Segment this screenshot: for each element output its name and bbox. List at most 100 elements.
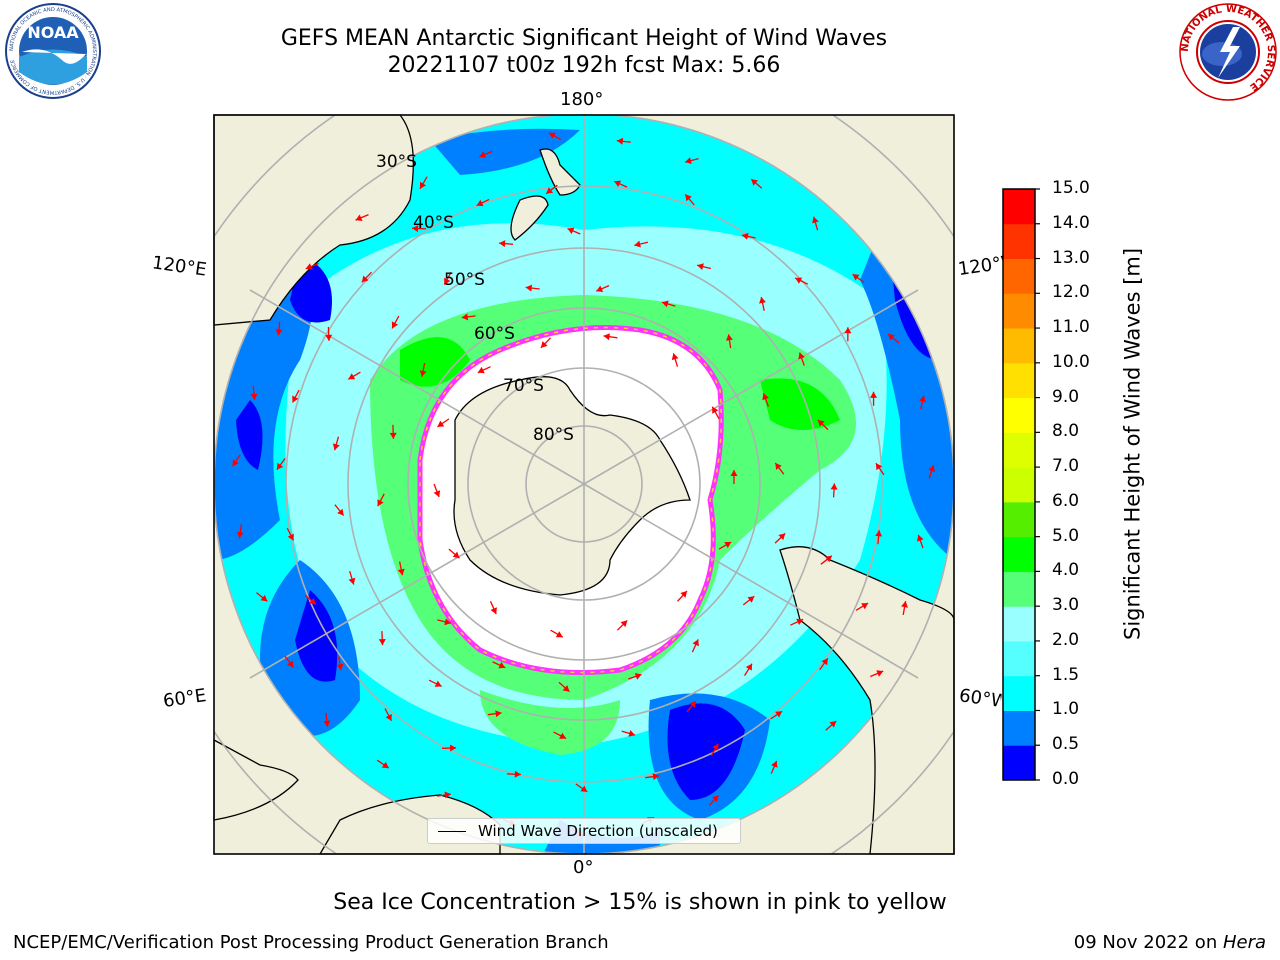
colorbar-tick-label: 8.0 [1052, 421, 1080, 442]
colorbar [1002, 188, 1040, 781]
wave-direction-arrowhead [741, 232, 749, 240]
colorbar-cell [1003, 675, 1035, 711]
wave-direction-arrowhead [260, 594, 268, 602]
wave-direction-arrowhead [348, 577, 356, 585]
colorbar-tick-label: 10.0 [1052, 351, 1090, 372]
colorbar-tick-label: 7.0 [1052, 456, 1080, 477]
wave-direction-arrowhead [821, 658, 828, 666]
wave-direction-arrowhead [796, 618, 804, 625]
wave-direction-arrowhead [437, 420, 445, 427]
lat-label-50s: 50°S [444, 270, 485, 290]
wave-direction-arrowhead [476, 199, 484, 207]
wave-direction-arrowhead [444, 277, 451, 285]
colorbar-tick-label: 9.0 [1052, 386, 1080, 407]
colorbar-cell [1003, 501, 1035, 538]
wave-direction-arrowhead [697, 263, 704, 270]
wave-direction-arrowhead [337, 508, 344, 516]
wave-direction-arrowhead [680, 591, 687, 598]
colorbar-cell [1003, 432, 1035, 468]
colorbar-cell [1003, 467, 1035, 503]
wave-direction-arrowhead [917, 534, 924, 542]
wave-direction-arrowhead [751, 179, 758, 186]
wave-direction-arrowhead [546, 187, 554, 194]
colorbar-tick-label: 5.0 [1052, 525, 1080, 546]
wave-direction-arrowhead [745, 663, 752, 671]
wave-direction-arrowhead [292, 395, 299, 403]
wave-direction-arrowhead [692, 639, 699, 647]
wave-direction-arrowhead [236, 531, 244, 539]
wave-direction-arrowhead [477, 366, 485, 374]
wave-direction-arrowhead [830, 483, 838, 490]
wave-direction-arrowhead [759, 297, 766, 304]
wave-direction-arrowhead [325, 334, 333, 341]
wave-direction-arrowhead [775, 463, 782, 470]
wave-direction-arrowhead [348, 373, 356, 380]
colorbar-cell [1003, 710, 1035, 746]
noaa-logo-text: NOAA [27, 23, 79, 42]
wave-direction-arrowhead [444, 791, 451, 799]
host-name: Hera [1222, 932, 1266, 953]
wave-direction-arrowhead [397, 568, 405, 576]
wave-direction-arrowhead [775, 711, 783, 718]
wave-direction-arrowhead [634, 240, 641, 248]
wave-direction-arrowhead [232, 459, 239, 467]
colorbar-cell [1003, 293, 1035, 329]
colorbar-tick-label: 1.0 [1052, 699, 1080, 720]
wave-direction-arrowhead [495, 710, 502, 718]
colorbar-tick-label: 15.0 [1052, 178, 1090, 198]
colorbar-cell [1003, 606, 1035, 642]
lat-label-60s: 60°S [474, 324, 515, 344]
wave-direction-arrowhead [817, 419, 825, 427]
map-frame [213, 114, 955, 855]
colorbar-cell [1003, 258, 1035, 294]
wave-direction-arrowhead [724, 542, 732, 549]
wave-direction-arrowhead [250, 393, 258, 400]
run-date: 09 Nov 2022 on Hera [1073, 932, 1266, 953]
wave-direction-arrowhead [747, 596, 755, 603]
lat-label-30s: 30°S [376, 152, 417, 172]
wave-direction-arrowhead [652, 773, 660, 781]
wave-direction-arrowhead [795, 277, 803, 284]
colorbar-cell [1003, 536, 1035, 572]
wave-direction-arrowhead [276, 462, 284, 470]
wave-direction-arrowhead [771, 760, 778, 768]
wave-direction-arrowhead [829, 721, 837, 728]
wave-direction-arrowhead [389, 432, 397, 439]
wave-direction-arrowhead [332, 443, 340, 451]
wave-direction-arrowhead [614, 180, 622, 187]
wave-direction-arrowhead [434, 680, 442, 687]
wave-direction-arrowhead [876, 670, 884, 677]
wave-direction-arrowhead [603, 333, 610, 341]
colorbar-cell [1003, 362, 1035, 399]
colorbar-cell [1003, 328, 1035, 364]
colorbar-tick-label: 14.0 [1052, 212, 1090, 233]
wave-direction-arrowhead [433, 490, 441, 497]
wave-direction-arrowhead [901, 601, 908, 608]
wave-direction-arrowhead [567, 227, 575, 235]
wave-direction-arrowhead [712, 406, 719, 414]
wave-direction-arrowhead [450, 744, 457, 752]
wave-direction-arrowhead [391, 321, 399, 329]
wave-direction-arrowhead [555, 631, 563, 638]
wave-direction-arrowhead [499, 240, 506, 248]
colorbar-tick-label: 12.0 [1052, 282, 1090, 303]
chart-subtitle: 20221107 t00z 192h fcst Max: 5.66 [387, 53, 781, 78]
colorbar-tick-label: 1.5 [1052, 664, 1080, 685]
wave-direction-arrowhead [634, 673, 642, 680]
map-legend: Wind Wave Direction (unscaled) [427, 818, 741, 844]
wave-direction-arrowhead [377, 499, 384, 507]
wave-direction-arrowhead [888, 334, 895, 341]
noaa-logo: NOAA NATIONAL OCEANIC AND ATMOSPHERIC AD… [4, 2, 102, 100]
wave-direction-arrows [231, 132, 935, 837]
wave-direction-arrowhead [875, 530, 883, 537]
wave-direction-arrowhead [361, 275, 369, 283]
wave-direction-arrowhead [844, 327, 852, 334]
wave-direction-arrowhead [875, 463, 883, 471]
wave-direction-arrowhead [444, 618, 451, 626]
wave-direction-arrowhead [514, 770, 521, 778]
colorbar-cell [1003, 189, 1035, 225]
wave-direction-arrowhead [562, 685, 570, 692]
nws-logo: NATIONAL WEATHER SERVICE [1178, 2, 1278, 102]
colorbar-cell [1003, 397, 1035, 433]
wave-direction-arrowhead [378, 639, 386, 646]
